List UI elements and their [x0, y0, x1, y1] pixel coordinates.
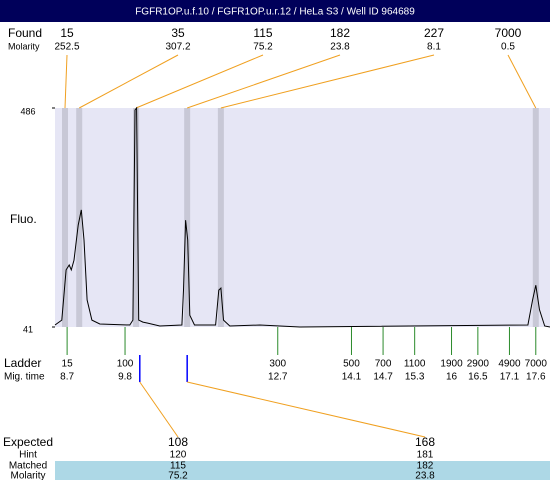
ladder-size: 100: [117, 359, 134, 370]
peak-band: [217, 108, 224, 327]
ladder-size: 300: [269, 359, 286, 370]
ladder-size: 1100: [404, 359, 426, 370]
found-size: 115: [253, 26, 272, 40]
plot-area: [55, 108, 550, 327]
peak-leader: [187, 54, 341, 109]
matched-size: 182: [417, 461, 434, 472]
y-tick-label: 486: [20, 106, 35, 116]
found-size: 35: [171, 26, 185, 40]
expected-molarity-label: Molarity: [10, 471, 45, 480]
peak-leader: [507, 54, 537, 109]
found-molarity: 0.5: [501, 42, 515, 53]
ladder-size: 15: [62, 359, 74, 370]
found-molarity: 252.5: [54, 42, 79, 53]
ladder-time: 14.1: [342, 372, 362, 383]
peak-leader: [64, 54, 68, 109]
found-molarity: 23.8: [330, 42, 350, 53]
trace: [54, 106, 550, 328]
ladder-time: 17.1: [500, 372, 520, 383]
peak-band: [133, 108, 140, 327]
ladder-time: 14.7: [373, 372, 393, 383]
found-molarity: 307.2: [165, 42, 190, 53]
matched-band: [55, 461, 550, 480]
hint-label: Hint: [19, 450, 37, 461]
peak-band: [62, 108, 69, 327]
expected-leader: [187, 381, 426, 438]
peak-band: [76, 108, 83, 327]
found-label: Found: [8, 26, 42, 40]
found-size: 15: [60, 26, 74, 40]
peak-band: [532, 108, 539, 327]
matched-molarity: 75.2: [168, 471, 188, 480]
y-axis-label: Fluo.: [10, 212, 37, 226]
found-size: 227: [424, 26, 444, 40]
ladder-size: 700: [375, 359, 392, 370]
matched-label: Matched: [9, 461, 47, 472]
matched-size: 115: [170, 461, 186, 472]
expected-size: 108: [168, 435, 188, 449]
ladder-size: 1900: [440, 359, 463, 370]
molarity-label: Molarity: [8, 41, 40, 51]
expected-size: 168: [415, 435, 435, 449]
peak-leader: [78, 54, 179, 109]
found-size: 182: [330, 26, 350, 40]
ladder-size: 4900: [498, 359, 521, 370]
hint-size: 181: [417, 450, 434, 461]
hint-size: 120: [170, 450, 187, 461]
found-molarity: 75.2: [253, 42, 273, 53]
ladder-time: 16: [446, 372, 458, 383]
ladder-time: 9.8: [118, 372, 132, 383]
y-tick-label: 41: [23, 324, 33, 334]
found-molarity: 8.1: [427, 42, 441, 53]
ladder-time: 16.5: [468, 372, 488, 383]
expected-label: Expected: [3, 435, 53, 449]
title-bar: [0, 0, 550, 22]
ladder-size: 7000: [525, 359, 548, 370]
found-size: 7000: [495, 26, 522, 40]
ladder-size: 2900: [467, 359, 490, 370]
peak-band: [184, 108, 191, 327]
ladder-time: 8.7: [60, 372, 74, 383]
ladder-time: 17.6: [526, 372, 546, 383]
ladder-size: 500: [343, 359, 360, 370]
matched-molarity: 23.8: [415, 471, 435, 480]
expected-leader: [139, 381, 179, 438]
peak-leader: [135, 54, 264, 109]
ladder-time: 15.3: [405, 372, 425, 383]
peak-leader: [220, 54, 435, 109]
mig-time-label: Mig. time: [4, 372, 45, 383]
ladder-time: 12.7: [268, 372, 288, 383]
ladder-label: Ladder: [4, 356, 41, 370]
title: FGFR1OP.u.f.10 / FGFR1OP.u.r.12 / HeLa S…: [135, 7, 415, 18]
